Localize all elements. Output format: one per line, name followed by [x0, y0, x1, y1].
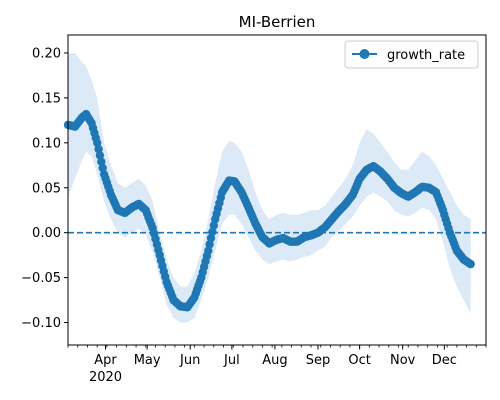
- x-tick-label: Sep: [306, 353, 331, 368]
- confidence-band-layer: [68, 53, 471, 323]
- x-tick-label: Aug: [262, 353, 287, 368]
- x-tick-sublabel: 2020: [89, 370, 122, 385]
- series-point: [204, 246, 213, 255]
- x-tick-label: Jul: [223, 353, 240, 368]
- series-point: [95, 151, 105, 160]
- x-tick-label: Dec: [432, 353, 457, 368]
- series-layer: [63, 109, 475, 312]
- series-point: [209, 221, 218, 230]
- confidence-band: [68, 53, 471, 323]
- legend-label: growth_rate: [387, 48, 465, 63]
- axes-layer: −0.10 −0.05 0.00 0.05 0.10 0.15 0.20 Apr 2020 May…: [21, 34, 487, 385]
- legend-marker-swatch: [359, 49, 370, 59]
- series-point: [205, 240, 214, 249]
- y-tick-label: 0.15: [32, 91, 61, 106]
- x-tick-label: Jun: [179, 353, 200, 368]
- y-tick-label: 0.00: [32, 226, 61, 241]
- y-tick-label: 0.10: [32, 136, 61, 151]
- series-point: [98, 163, 107, 173]
- y-tick-label: −0.10: [21, 316, 61, 331]
- x-tick-label: Oct: [348, 353, 370, 368]
- y-tick-label: −0.05: [21, 271, 61, 286]
- series-point: [466, 259, 475, 269]
- series-point: [206, 233, 216, 243]
- legend-frame: [344, 40, 479, 69]
- chart-title: MI-Berrien: [239, 13, 316, 31]
- x-tick-label: May: [134, 353, 161, 368]
- plot-frame: [67, 34, 487, 346]
- y-tick-label: 0.05: [32, 181, 61, 196]
- series-point: [94, 144, 103, 154]
- series-markers-growth-rate: [63, 109, 475, 312]
- series-point: [97, 157, 106, 166]
- legend: growth_rate: [344, 40, 479, 69]
- series-point: [208, 227, 217, 236]
- series-point: [93, 138, 102, 147]
- y-tick-label: 0.20: [32, 46, 61, 61]
- x-tick-label: Nov: [390, 353, 416, 368]
- x-tick-label: Apr: [94, 353, 117, 368]
